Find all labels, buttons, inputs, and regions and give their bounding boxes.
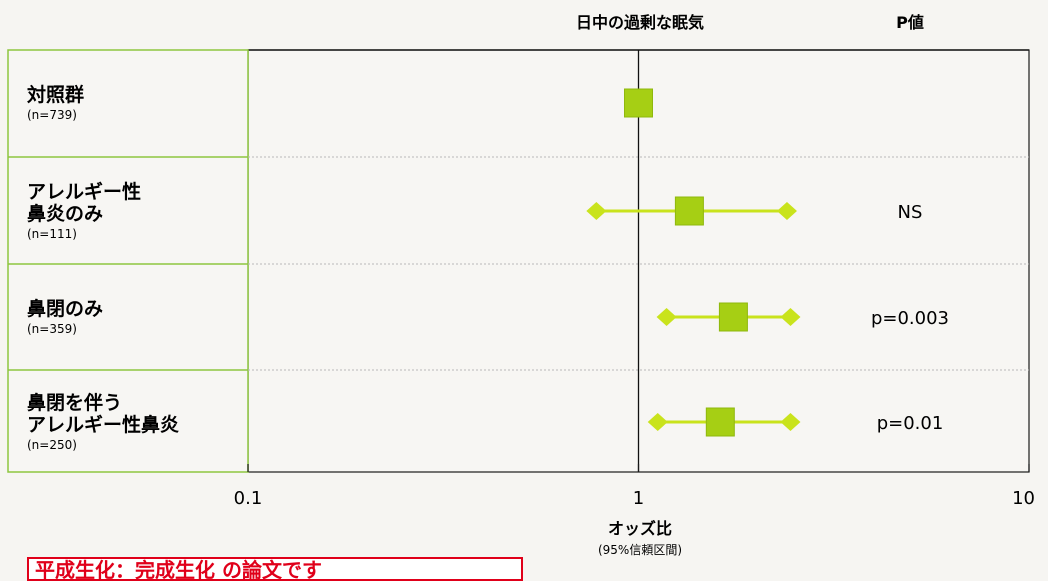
row-mark-1 bbox=[586, 196, 797, 226]
or-square-0 bbox=[624, 88, 653, 118]
ci-low-diamond-1 bbox=[586, 202, 607, 220]
row-label-2-0: 鼻閉のみ bbox=[27, 297, 103, 320]
x-tick-label-2: 10 bbox=[1012, 488, 1035, 509]
bottom-note: 平成生化：完成生化 の論文です bbox=[27, 557, 523, 581]
row-n-2: (n=359) bbox=[27, 322, 77, 336]
row-n-0: (n=739) bbox=[27, 108, 77, 122]
or-square-2 bbox=[718, 302, 748, 332]
label-panel bbox=[7, 49, 249, 473]
row-label-1-1: 鼻炎のみ bbox=[27, 202, 103, 225]
row-mark-0 bbox=[624, 88, 653, 118]
row-dividers bbox=[8, 156, 1029, 371]
ci-low-diamond-2 bbox=[656, 308, 677, 326]
chart-title: 日中の過剰な眠気 bbox=[576, 13, 704, 32]
x-tick-label-1: 1 bbox=[633, 488, 644, 509]
ci-high-diamond-1 bbox=[776, 202, 797, 220]
row-mark-3 bbox=[647, 407, 801, 437]
row-label-3-0: 鼻閉を伴う bbox=[27, 391, 122, 414]
row-label-0-0: 対照群 bbox=[26, 83, 84, 106]
x-axis-label: オッズ比 bbox=[608, 519, 672, 538]
or-square-3 bbox=[705, 407, 735, 437]
row-n-1: (n=111) bbox=[27, 227, 77, 241]
x-tick-label-0: 0.1 bbox=[234, 488, 263, 509]
row-label-1-0: アレルギー性 bbox=[27, 180, 141, 203]
x-axis: 0.1 1 10 bbox=[234, 464, 1035, 509]
ci-high-diamond-2 bbox=[780, 308, 801, 326]
marks-layer bbox=[586, 88, 801, 437]
ci-high-diamond-3 bbox=[780, 413, 801, 431]
pvalue-1: NS bbox=[898, 202, 923, 223]
row-label-3-1: アレルギー性鼻炎 bbox=[27, 413, 179, 436]
or-square-1 bbox=[674, 196, 704, 226]
row-n-3: (n=250) bbox=[27, 438, 77, 452]
row-mark-2 bbox=[656, 302, 801, 332]
pvalue-header: P値 bbox=[896, 13, 924, 32]
x-axis-sublabel: (95%信頼区間) bbox=[598, 543, 682, 557]
pvalue-2: p=0.003 bbox=[871, 308, 949, 329]
pvalue-3: p=0.01 bbox=[877, 413, 944, 434]
pvalues-layer: NS p=0.003 p=0.01 bbox=[871, 202, 949, 434]
ci-low-diamond-3 bbox=[647, 413, 668, 431]
